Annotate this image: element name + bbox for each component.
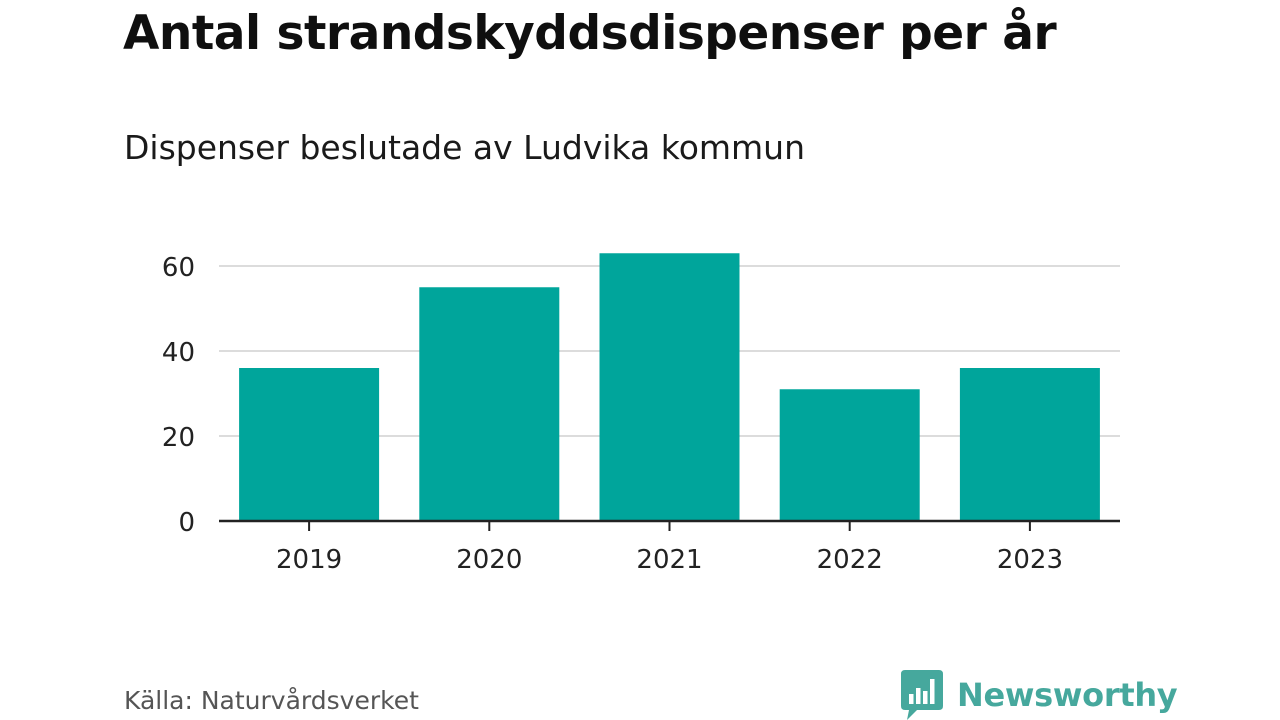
axes <box>219 519 1120 531</box>
x-tick-label: 2023 <box>997 545 1063 575</box>
brand-logo: Newsworthy <box>901 670 1178 720</box>
x-tick-label: 2021 <box>636 545 702 575</box>
brand-name: Newsworthy <box>957 676 1178 714</box>
newsworthy-logo-icon <box>901 670 943 720</box>
x-tick-label: 2022 <box>817 545 883 575</box>
y-tick-label: 20 <box>162 423 195 453</box>
y-tick-label: 60 <box>162 253 195 283</box>
x-tick-label: 2020 <box>456 545 522 575</box>
source-note: Källa: Naturvårdsverket <box>124 686 419 715</box>
bar-2020 <box>419 287 560 521</box>
bar-2022 <box>779 389 920 521</box>
y-tick-label: 0 <box>178 508 195 538</box>
chart-title: Antal strandskyddsdispenser per år <box>123 6 1057 61</box>
x-tick-label: 2019 <box>276 545 342 575</box>
bar-2021 <box>599 253 740 521</box>
bars <box>239 253 1100 521</box>
y-tick-label: 40 <box>162 338 195 368</box>
chart-subtitle: Dispenser beslutade av Ludvika kommun <box>124 128 806 167</box>
bar-2019 <box>239 368 380 521</box>
bar-2023 <box>959 368 1100 521</box>
tick-labels: 0 20 40 60 2019 2020 2021 2022 2023 <box>162 253 1063 575</box>
